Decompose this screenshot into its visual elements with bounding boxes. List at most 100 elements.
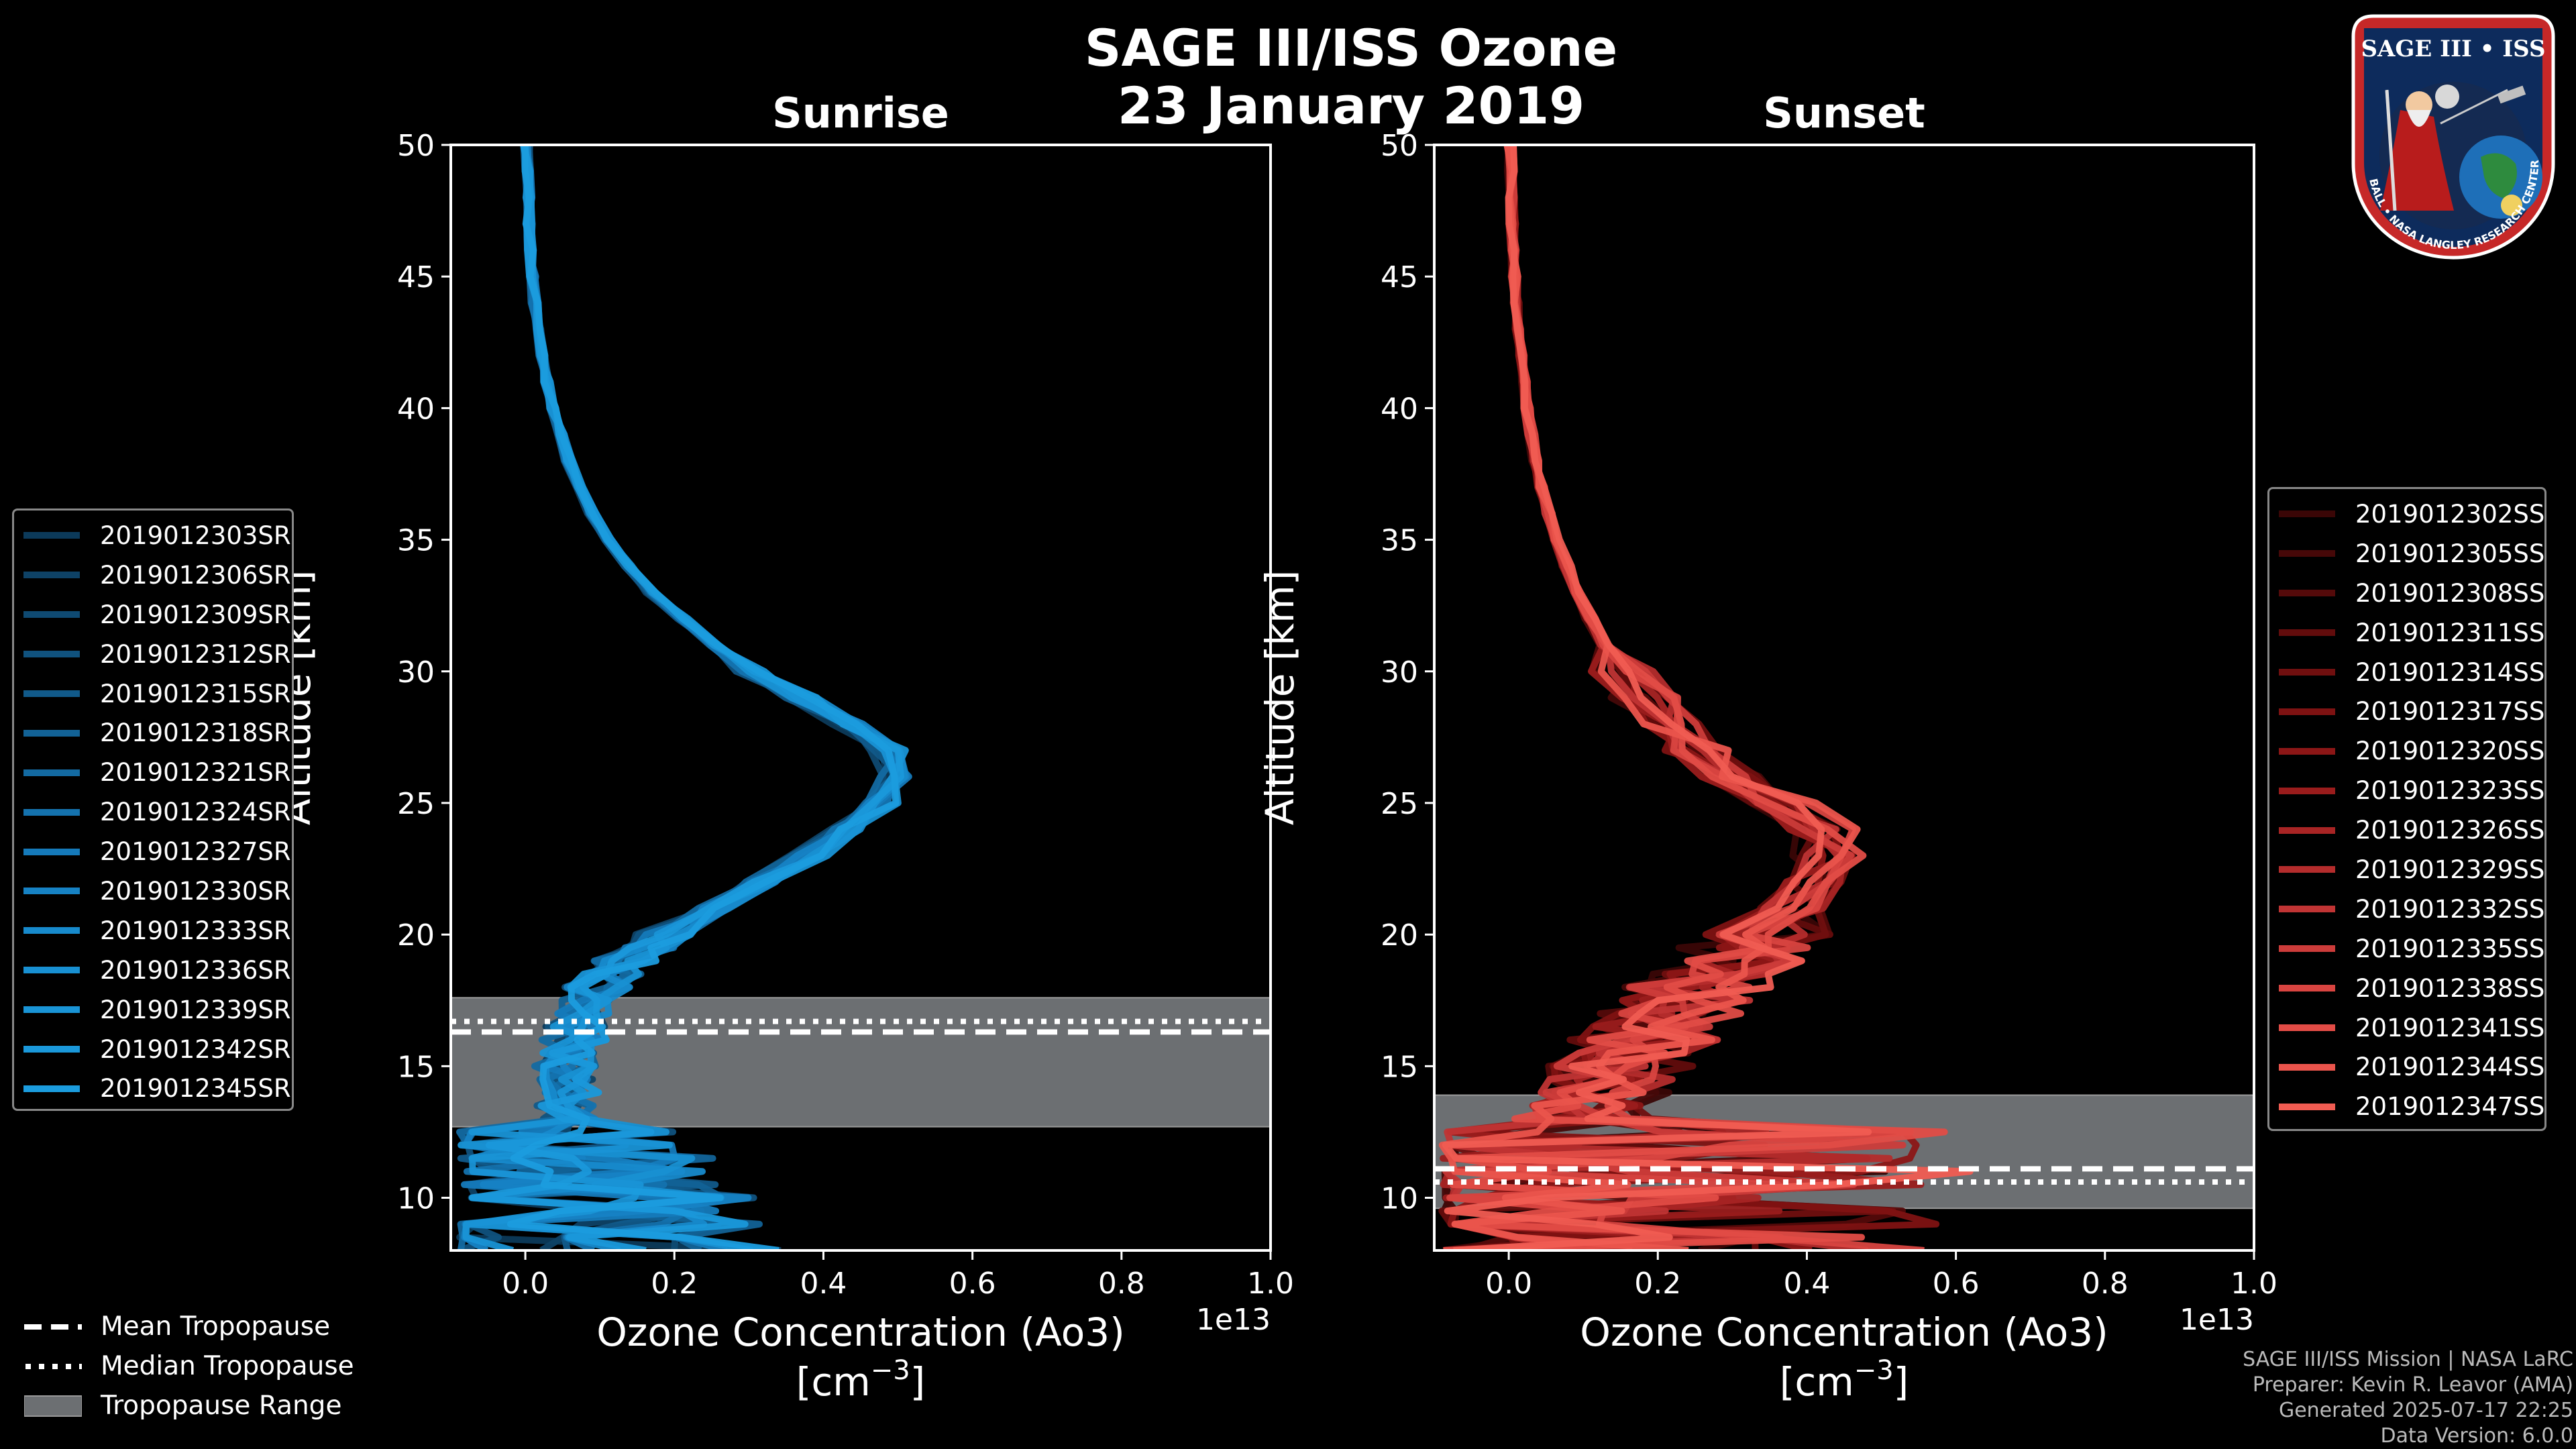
sunset-xtick-label: 0.6 <box>1933 1267 1980 1301</box>
sunrise-xtick-label: 1.0 <box>1247 1267 1294 1301</box>
legend-swatch <box>2279 787 2335 794</box>
sunset-units-base: [cm <box>1780 1359 1854 1405</box>
legend-swatch <box>23 888 80 895</box>
legend-swatch <box>23 651 80 658</box>
legend-item-2019012345SR: 2019012345SR <box>23 1069 291 1108</box>
legend-label: 2019012309SR <box>100 600 291 629</box>
sunset-axes-frame <box>1433 144 2255 1252</box>
legend-swatch <box>2279 1063 2335 1071</box>
tropopause-legend: Mean Tropopause Median Tropopause Tropop… <box>24 1307 354 1426</box>
sunrise-ytick-label: 25 <box>397 787 435 821</box>
sunset-xtick-label: 1.0 <box>2231 1267 2277 1301</box>
legend-swatch <box>23 808 80 816</box>
moon-icon <box>2435 85 2459 109</box>
sunset-ytick-label: 35 <box>1381 524 1418 558</box>
legend-item-2019012342SR: 2019012342SR <box>23 1030 291 1069</box>
legend-item-2019012308SS: 2019012308SS <box>2279 574 2544 613</box>
legend-label: 2019012308SS <box>2355 578 2545 608</box>
sunset-ytick-label: 15 <box>1381 1050 1418 1084</box>
legend-swatch <box>2279 669 2335 676</box>
legend-label: 2019012321SR <box>100 758 291 788</box>
legend-swatch <box>2279 629 2335 637</box>
legend-item-2019012317SS: 2019012317SS <box>2279 692 2544 731</box>
sunset-panel: 0.0 0.2 0.4 0.6 0.8 1.0 10 15 20 25 30 35 40 45 50 Suns… <box>1257 89 2277 1405</box>
legend-swatch <box>2279 1024 2335 1032</box>
legend-label: 2019012318SR <box>100 718 291 748</box>
legend-swatch <box>2279 590 2335 597</box>
sunrise-units-base: [cm <box>796 1359 871 1405</box>
legend-label: 2019012329SS <box>2355 855 2545 884</box>
legend-label: 2019012339SR <box>100 995 291 1024</box>
legend-label: 2019012314SS <box>2355 657 2545 687</box>
legend-item-2019012323SS: 2019012323SS <box>2279 771 2544 810</box>
sunrise-panel: 0.0 0.2 0.4 0.6 0.8 1.0 10 15 20 25 30 35 40 45 50 Sunr… <box>274 89 1294 1405</box>
legend-item-2019012344SS: 2019012344SS <box>2279 1047 2544 1087</box>
legend-label: 2019012335SS <box>2355 934 2545 963</box>
continent-icon <box>2481 153 2517 199</box>
telescope-icon <box>2440 89 2508 125</box>
legend-label: 2019012323SS <box>2355 776 2545 806</box>
credit-mission: SAGE III/ISS Mission | NASA LaRC <box>2243 1348 2573 1371</box>
sunrise-panel-title: Sunrise <box>772 89 949 138</box>
sunset-xtick-label: 0.8 <box>2082 1267 2129 1301</box>
legend-swatch <box>23 848 80 855</box>
sunset-panel-title: Sunset <box>1763 89 1925 138</box>
sunset-xtick-label: 0.2 <box>1634 1267 1681 1301</box>
credit-generated: Generated 2025-07-17 22:25 <box>2278 1399 2573 1422</box>
legend-item-2019012305SS: 2019012305SS <box>2279 534 2544 574</box>
legend-label: 2019012320SS <box>2355 737 2545 766</box>
sunset-ytick-label: 50 <box>1381 129 1418 163</box>
legend-item-2019012303SR: 2019012303SR <box>23 516 291 555</box>
legend-item-2019012338SS: 2019012338SS <box>2279 969 2544 1008</box>
sunset-ytick-label: 40 <box>1381 392 1418 426</box>
sunset-profile-lines <box>1438 145 1974 1250</box>
sunset-yaxis-label: Altitude [km] <box>1257 570 1303 825</box>
legend-label: 2019012317SS <box>2355 697 2545 727</box>
legend-item-2019012306SR: 2019012306SR <box>23 555 291 595</box>
sunrise-ytick-label: 40 <box>397 392 435 426</box>
sunrise-xtick-label: 0.4 <box>800 1267 847 1301</box>
legend-swatch <box>2279 945 2335 953</box>
legend-item-2019012318SR: 2019012318SR <box>23 713 291 753</box>
sunrise-xtick-label: 0.0 <box>502 1267 549 1301</box>
legend-swatch <box>23 729 80 737</box>
legend-item-2019012324SR: 2019012324SR <box>23 792 291 832</box>
legend-item-2019012311SS: 2019012311SS <box>2279 613 2544 653</box>
main-title-line1: SAGE III/ISS Ozone <box>1085 18 1617 78</box>
sunrise-units-end: ] <box>910 1359 926 1405</box>
legend-swatch <box>2279 1103 2335 1110</box>
legend-label: 2019012311SS <box>2355 618 2545 647</box>
legend-swatch <box>23 927 80 934</box>
legend-item-2019012321SR: 2019012321SR <box>23 753 291 792</box>
sunset-xaxis-label: Ozone Concentration (Ao3) <box>1580 1309 2108 1355</box>
dotted-line-swatch <box>25 1363 82 1369</box>
legend-label: 2019012332SS <box>2355 894 2545 924</box>
dashed-line-swatch <box>24 1324 82 1330</box>
badge-title-band <box>2364 28 2542 70</box>
sunrise-axes-frame <box>449 144 1272 1252</box>
legend-swatch <box>2279 708 2335 715</box>
legend-label: 2019012347SS <box>2355 1092 2545 1122</box>
sunrise-profile-lines <box>456 145 912 1250</box>
legend-swatch <box>23 1046 80 1053</box>
legend-swatch <box>23 611 80 619</box>
sunrise-ytick-label: 35 <box>397 524 435 558</box>
sunrise-ytick-label: 10 <box>397 1182 435 1216</box>
legend-label: 2019012338SS <box>2355 973 2545 1003</box>
legend-item-2019012302SS: 2019012302SS <box>2279 494 2544 534</box>
legend-item-2019012315SR: 2019012315SR <box>23 674 291 714</box>
legend-label: 2019012345SR <box>100 1074 291 1104</box>
sunrise-xaxis-units: [cm−3] <box>796 1355 926 1405</box>
sunset-units-exponent: −3 <box>1854 1355 1894 1386</box>
sunset-units-end: ] <box>1894 1359 1909 1405</box>
legend-label: 2019012303SR <box>100 521 291 550</box>
legend-label: 2019012315SR <box>100 679 291 708</box>
legend-item-2019012309SR: 2019012309SR <box>23 595 291 635</box>
legend-swatch <box>23 690 80 697</box>
sunrise-ytick-label: 20 <box>397 918 435 953</box>
legend-swatch <box>2279 866 2335 873</box>
legend-swatch <box>2279 826 2335 834</box>
legend-item-2019012314SS: 2019012314SS <box>2279 653 2544 692</box>
credit-preparer: Preparer: Kevin R. Leavor (AMA) <box>2252 1373 2573 1397</box>
sunrise-ytick-label: 15 <box>397 1050 435 1084</box>
